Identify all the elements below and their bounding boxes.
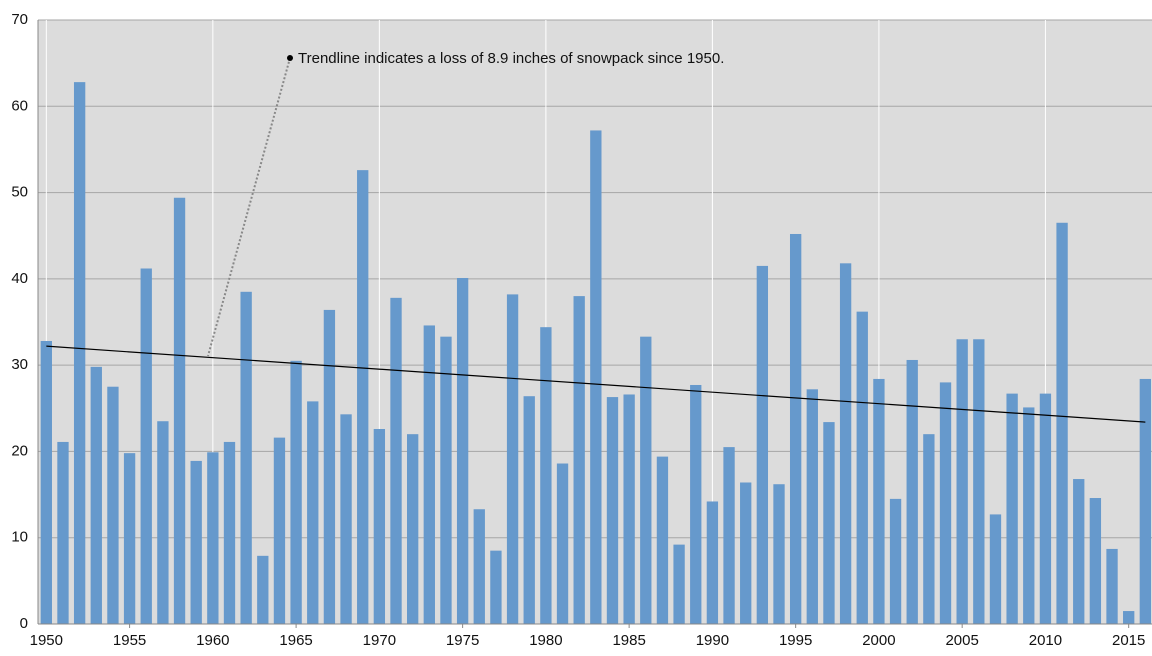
x-tick-label: 2015 (1112, 632, 1145, 649)
bar (373, 428, 386, 624)
y-tick-label: 70 (11, 11, 28, 28)
x-tick-label: 1980 (529, 632, 562, 649)
x-tick-label: 2010 (1029, 632, 1062, 649)
bar (873, 378, 885, 624)
bar (456, 277, 469, 624)
bar (40, 340, 52, 624)
y-tick-label: 0 (20, 615, 28, 632)
bar (223, 441, 236, 624)
bar (989, 514, 1002, 624)
bar (556, 463, 569, 624)
x-tick-label: 2000 (862, 632, 895, 649)
annotation: Trendline indicates a loss of 8.9 inches… (298, 50, 724, 67)
bar (640, 336, 652, 624)
bar (107, 386, 119, 624)
bar (490, 550, 502, 624)
bar (789, 233, 802, 624)
x-tick-label: 2005 (945, 632, 978, 649)
bar (73, 82, 86, 624)
bar (956, 339, 968, 624)
bar (207, 452, 219, 624)
bar (90, 366, 102, 624)
bar (290, 360, 302, 624)
bar (606, 397, 619, 624)
bar (323, 309, 336, 624)
bar (1073, 479, 1085, 624)
x-tick-label: 1995 (779, 632, 812, 649)
bar (473, 509, 485, 624)
y-tick-label: 60 (11, 97, 28, 114)
bar (923, 434, 935, 624)
x-tick-label: 1985 (612, 632, 645, 649)
bar (506, 294, 519, 624)
bar (573, 296, 585, 624)
bar (906, 359, 918, 624)
bar (856, 311, 868, 624)
bar (1106, 548, 1118, 624)
bar (123, 453, 136, 624)
bar (773, 484, 785, 624)
bar (740, 482, 752, 624)
bar (173, 197, 186, 624)
bar (423, 325, 435, 624)
bar (240, 291, 252, 624)
bar (889, 498, 902, 624)
bar (1139, 378, 1152, 624)
x-tick-label: 1955 (113, 632, 146, 649)
bar (756, 265, 769, 624)
bar (973, 339, 985, 624)
bar (1006, 393, 1018, 624)
bar (1089, 498, 1102, 624)
bar (706, 501, 719, 624)
bar (307, 401, 319, 624)
bar (939, 382, 952, 624)
bar (190, 460, 202, 624)
bar (806, 389, 818, 624)
bar (1056, 222, 1068, 624)
bar (440, 336, 452, 624)
y-tick-label: 20 (11, 442, 28, 459)
annotation-leader (207, 57, 291, 357)
bar (407, 434, 419, 624)
x-tick-label: 1950 (30, 632, 63, 649)
bar (673, 544, 685, 624)
overlay: 0 10 20 30 40 50 60 70 1950 1955 1960 1965 1970 1975 1… (11, 11, 1152, 649)
annotation-dot (287, 55, 293, 61)
bar (140, 268, 152, 624)
bar (390, 297, 402, 624)
x-tick-label: 1990 (696, 632, 729, 649)
y-tick-label: 40 (11, 270, 28, 287)
bar (623, 394, 635, 624)
bar (823, 422, 835, 624)
bar (357, 170, 369, 624)
bar (690, 384, 702, 624)
bar (340, 414, 352, 624)
x-tick-label: 1970 (363, 632, 396, 649)
bar (1039, 393, 1052, 624)
bar (1123, 611, 1135, 624)
bar (1023, 407, 1035, 624)
bar (590, 130, 602, 624)
y-tick-label: 10 (11, 529, 28, 546)
bar (57, 441, 69, 624)
x-tick-label: 1960 (196, 632, 229, 649)
bar (839, 263, 852, 624)
x-tick-label: 1965 (279, 632, 312, 649)
x-tick-label: 1975 (446, 632, 479, 649)
bars (40, 82, 1152, 624)
bar (523, 396, 535, 624)
y-tick-label: 30 (11, 356, 28, 373)
trendline (46, 345, 1146, 423)
bar (723, 447, 735, 624)
bar (656, 456, 669, 624)
bar (273, 437, 286, 624)
bar (157, 421, 169, 624)
y-tick-label: 50 (11, 184, 28, 201)
bar (257, 555, 269, 624)
bar (540, 327, 552, 624)
